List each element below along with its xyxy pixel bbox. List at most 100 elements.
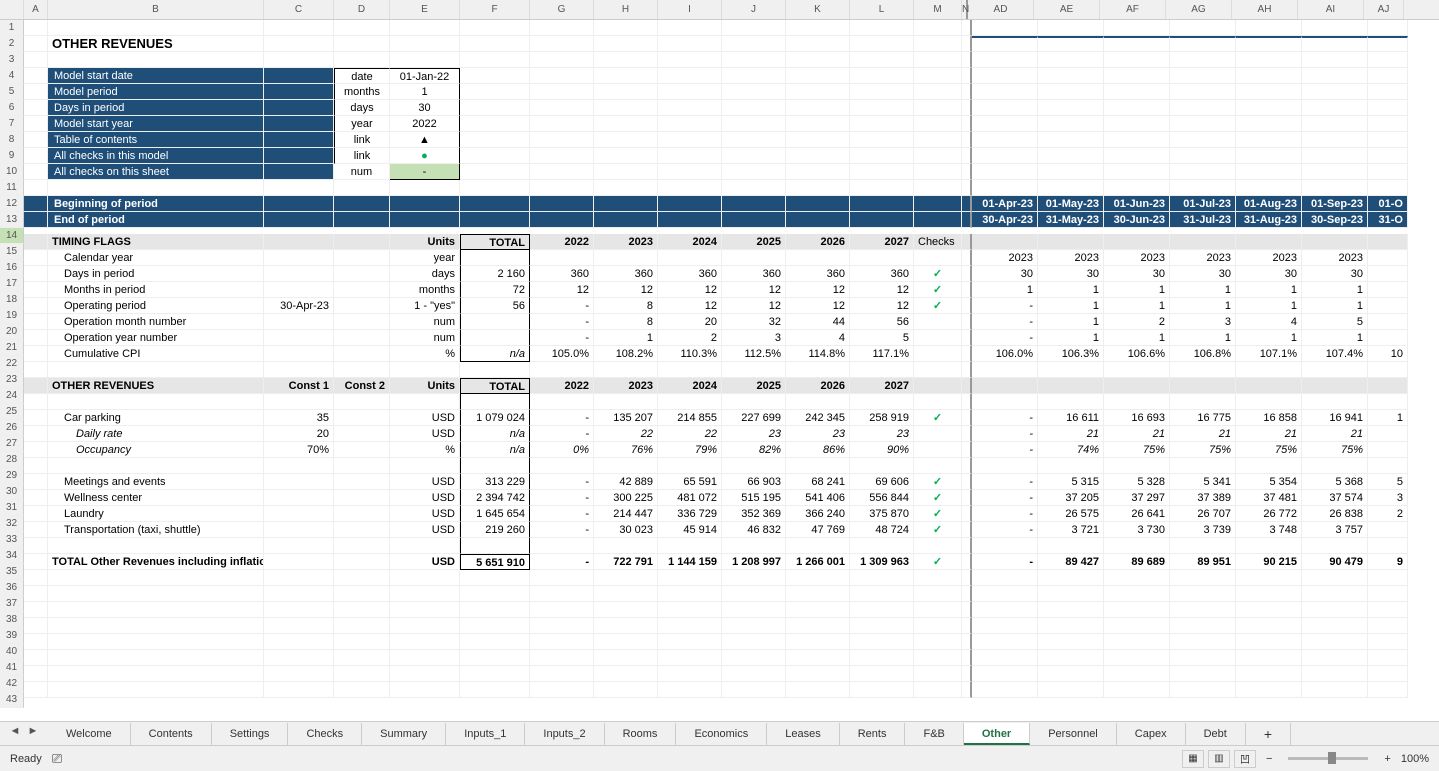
cell[interactable]: OTHER REVENUES: [48, 378, 264, 394]
cell[interactable]: [594, 666, 658, 682]
cell[interactable]: [850, 100, 914, 116]
cell[interactable]: [1170, 164, 1236, 180]
cell[interactable]: [48, 570, 264, 586]
cell[interactable]: [962, 586, 972, 602]
cell[interactable]: [24, 506, 48, 522]
cell[interactable]: [1170, 84, 1236, 100]
cell[interactable]: [1368, 586, 1408, 602]
cell[interactable]: [24, 394, 48, 410]
cell[interactable]: [786, 394, 850, 410]
cell[interactable]: [334, 634, 390, 650]
row-header[interactable]: 10: [0, 164, 24, 180]
cell[interactable]: [962, 442, 972, 458]
cell[interactable]: USD: [390, 490, 460, 506]
cell[interactable]: [594, 618, 658, 634]
cell[interactable]: [1236, 20, 1302, 36]
cell[interactable]: [1302, 602, 1368, 618]
cell[interactable]: [594, 362, 658, 378]
cell[interactable]: [722, 132, 786, 148]
cell[interactable]: 90%: [850, 442, 914, 458]
cell[interactable]: [1236, 52, 1302, 68]
cell[interactable]: 26 641: [1104, 506, 1170, 522]
cell[interactable]: 82%: [722, 442, 786, 458]
cell[interactable]: [334, 554, 390, 570]
cell[interactable]: days: [390, 266, 460, 282]
macro-icon[interactable]: ⎚: [52, 751, 62, 767]
cell[interactable]: [972, 36, 1038, 52]
cell[interactable]: 2023: [1236, 250, 1302, 266]
cell[interactable]: [334, 458, 390, 474]
zoom-level[interactable]: 100%: [1401, 753, 1429, 765]
cell[interactable]: [24, 682, 48, 698]
cell[interactable]: [658, 36, 722, 52]
cell[interactable]: [530, 212, 594, 228]
cell[interactable]: [264, 362, 334, 378]
cell[interactable]: [786, 52, 850, 68]
cell[interactable]: 2: [658, 330, 722, 346]
cell[interactable]: 106.0%: [972, 346, 1038, 362]
cell[interactable]: [460, 570, 530, 586]
cell[interactable]: 30: [1104, 266, 1170, 282]
row-header[interactable]: 24: [0, 388, 24, 404]
cell[interactable]: [594, 20, 658, 36]
cell[interactable]: [334, 410, 390, 426]
cell[interactable]: 01-O: [1368, 196, 1408, 212]
cell[interactable]: [1170, 538, 1236, 554]
cell[interactable]: [1038, 52, 1104, 68]
cell[interactable]: [658, 52, 722, 68]
cell[interactable]: 1 309 963: [850, 554, 914, 570]
row-header[interactable]: 9: [0, 148, 24, 164]
cell[interactable]: 106.8%: [1170, 346, 1236, 362]
cell[interactable]: [1236, 164, 1302, 180]
cell[interactable]: [1368, 84, 1408, 100]
cell[interactable]: [24, 164, 48, 180]
cell[interactable]: [972, 234, 1038, 250]
cell[interactable]: [914, 298, 962, 314]
cell[interactable]: [1302, 634, 1368, 650]
cell[interactable]: [594, 196, 658, 212]
cell[interactable]: [594, 132, 658, 148]
cell[interactable]: [972, 378, 1038, 394]
cell[interactable]: 66 903: [722, 474, 786, 490]
cell[interactable]: [264, 394, 334, 410]
cell[interactable]: [722, 164, 786, 180]
cell[interactable]: [530, 52, 594, 68]
cell[interactable]: [850, 148, 914, 164]
cell[interactable]: [786, 164, 850, 180]
cell[interactable]: [722, 36, 786, 52]
cell[interactable]: [962, 426, 972, 442]
cell[interactable]: [1038, 650, 1104, 666]
cell[interactable]: [1302, 20, 1368, 36]
cell[interactable]: [1170, 378, 1236, 394]
col-header-I[interactable]: I: [658, 0, 722, 19]
cell[interactable]: [914, 132, 962, 148]
cell[interactable]: [530, 20, 594, 36]
cell[interactable]: [1368, 394, 1408, 410]
cell[interactable]: [962, 474, 972, 490]
cell[interactable]: [1368, 442, 1408, 458]
cell[interactable]: [722, 84, 786, 100]
cell[interactable]: [48, 458, 264, 474]
cell[interactable]: [914, 586, 962, 602]
cell[interactable]: 541 406: [786, 490, 850, 506]
cell[interactable]: 21: [1302, 426, 1368, 442]
cell[interactable]: [530, 650, 594, 666]
cell[interactable]: 1: [1170, 298, 1236, 314]
cell[interactable]: [850, 634, 914, 650]
cell[interactable]: 12: [850, 298, 914, 314]
cell[interactable]: 5: [850, 330, 914, 346]
cell[interactable]: TOTAL: [460, 378, 530, 394]
cell[interactable]: months: [334, 84, 390, 100]
cell[interactable]: [594, 570, 658, 586]
cell[interactable]: 68 241: [786, 474, 850, 490]
cell[interactable]: [1104, 458, 1170, 474]
cell[interactable]: All checks in this model: [48, 148, 264, 164]
cell[interactable]: [1170, 634, 1236, 650]
cell[interactable]: [24, 314, 48, 330]
cell[interactable]: 3 757: [1302, 522, 1368, 538]
cell[interactable]: 12: [722, 298, 786, 314]
cell[interactable]: USD: [390, 426, 460, 442]
cell[interactable]: [786, 458, 850, 474]
cell[interactable]: [962, 100, 972, 116]
cell[interactable]: 2026: [786, 378, 850, 394]
